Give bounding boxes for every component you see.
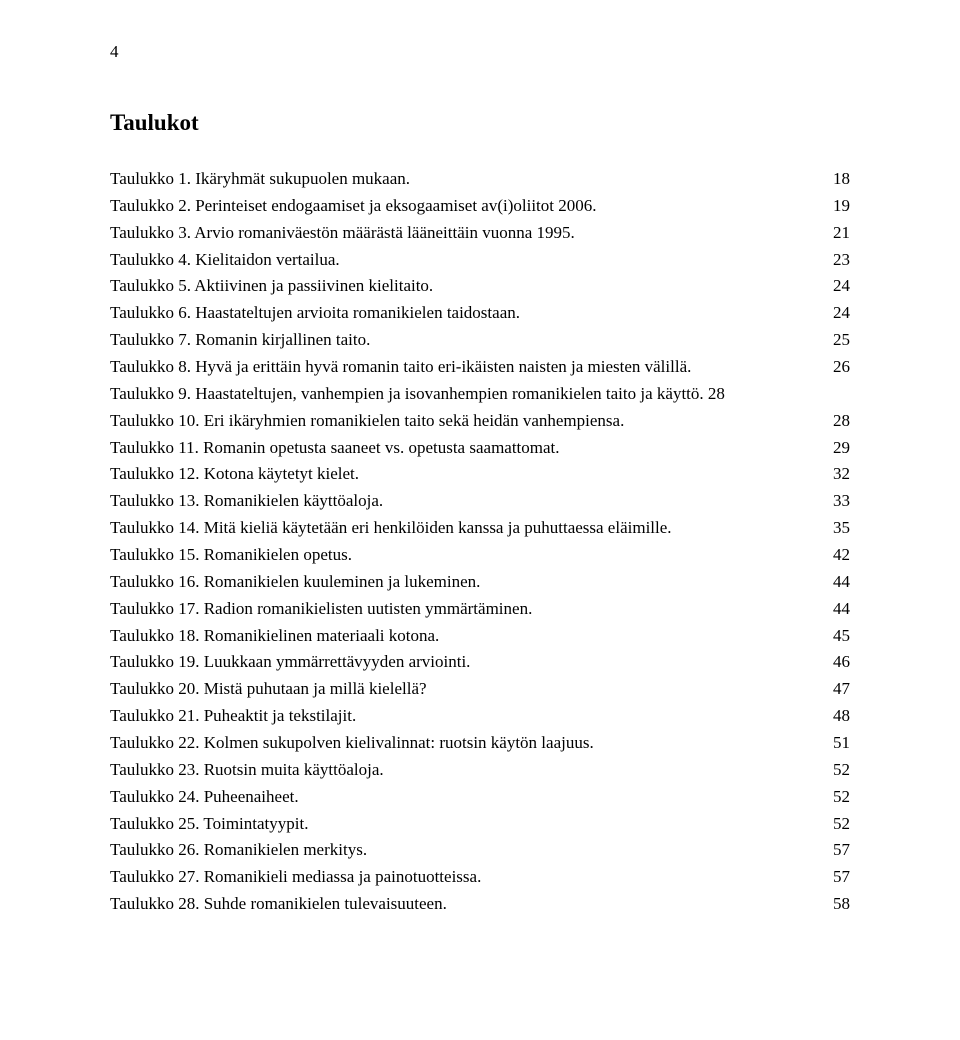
toc-entry: Taulukko 12. Kotona käytetyt kielet. 32 (110, 461, 850, 488)
toc-entry-page: 46 (833, 649, 850, 676)
toc-entry: Taulukko 26. Romanikielen merkitys. 57 (110, 837, 850, 864)
toc-entry-label: Taulukko 4. Kielitaidon vertailua. (110, 247, 340, 274)
toc-entry-label: Taulukko 21. Puheaktit ja tekstilajit. (110, 703, 356, 730)
toc-entry-label: Taulukko 6. Haastateltujen arvioita roma… (110, 300, 520, 327)
toc-entry-page: 52 (833, 757, 850, 784)
toc-entry: Taulukko 13. Romanikielen käyttöaloja. 33 (110, 488, 850, 515)
toc-entry-page: 44 (833, 596, 850, 623)
toc-entry-page: 42 (833, 542, 850, 569)
toc-entry: Taulukko 4. Kielitaidon vertailua. 23 (110, 247, 850, 274)
toc-entry: Taulukko 19. Luukkaan ymmärrettävyyden a… (110, 649, 850, 676)
toc-entry: Taulukko 24. Puheenaiheet. 52 (110, 784, 850, 811)
toc-entry: Taulukko 18. Romanikielinen materiaali k… (110, 623, 850, 650)
toc-entry-label: Taulukko 17. Radion romanikielisten uuti… (110, 596, 532, 623)
toc-entry-page: 23 (833, 247, 850, 274)
toc-entry: Taulukko 5. Aktiivinen ja passiivinen ki… (110, 273, 850, 300)
toc-entry-label: Taulukko 20. Mistä puhutaan ja millä kie… (110, 676, 427, 703)
toc-entry-label: Taulukko 23. Ruotsin muita käyttöaloja. (110, 757, 384, 784)
toc-entry-label: Taulukko 19. Luukkaan ymmärrettävyyden a… (110, 649, 470, 676)
toc-entry-page: 28 (833, 408, 850, 435)
toc-entry: Taulukko 14. Mitä kieliä käytetään eri h… (110, 515, 850, 542)
toc-entry-label: Taulukko 12. Kotona käytetyt kielet. (110, 461, 359, 488)
page-number: 4 (110, 42, 850, 62)
toc-entry-label: Taulukko 13. Romanikielen käyttöaloja. (110, 488, 383, 515)
toc-entry-page: 32 (833, 461, 850, 488)
toc-entry-page: 25 (833, 327, 850, 354)
toc-entry: Taulukko 3. Arvio romaniväestön määrästä… (110, 220, 850, 247)
toc-entry: Taulukko 28. Suhde romanikielen tulevais… (110, 891, 850, 918)
toc-entry-label: Taulukko 27. Romanikieli mediassa ja pai… (110, 864, 481, 891)
toc-entry: Taulukko 17. Radion romanikielisten uuti… (110, 596, 850, 623)
toc-entry-label: Taulukko 24. Puheenaiheet. (110, 784, 299, 811)
toc-heading: Taulukot (110, 110, 850, 136)
toc-entry-page: 35 (833, 515, 850, 542)
document-page: 4 Taulukot Taulukko 1. Ikäryhmät sukupuo… (0, 0, 960, 958)
toc-entry-page: 58 (833, 891, 850, 918)
toc-entry: Taulukko 27. Romanikieli mediassa ja pai… (110, 864, 850, 891)
toc-entry-page: 52 (833, 784, 850, 811)
toc-entry: Taulukko 21. Puheaktit ja tekstilajit. 48 (110, 703, 850, 730)
toc-entry-page: 57 (833, 837, 850, 864)
toc-entry-label: Taulukko 7. Romanin kirjallinen taito. (110, 327, 370, 354)
toc-entry-page: 19 (833, 193, 850, 220)
toc-entry: Taulukko 11. Romanin opetusta saaneet vs… (110, 435, 850, 462)
toc-entry-page: 51 (833, 730, 850, 757)
toc-entry-page: 48 (833, 703, 850, 730)
toc-entry: Taulukko 2. Perinteiset endogaamiset ja … (110, 193, 850, 220)
toc-entry-page: 24 (833, 273, 850, 300)
toc-entry-page: 47 (833, 676, 850, 703)
toc-entry: Taulukko 10. Eri ikäryhmien romanikielen… (110, 408, 850, 435)
toc-entry-page: 18 (833, 166, 850, 193)
toc-entry: Taulukko 16. Romanikielen kuuleminen ja … (110, 569, 850, 596)
toc-entry: Taulukko 7. Romanin kirjallinen taito. 25 (110, 327, 850, 354)
toc-entry-label: Taulukko 22. Kolmen sukupolven kielivali… (110, 730, 594, 757)
toc-entry: Taulukko 9. Haastateltujen, vanhempien j… (110, 381, 850, 408)
toc-entry-label: Taulukko 8. Hyvä ja erittäin hyvä romani… (110, 354, 691, 381)
toc-entry-page: 29 (833, 435, 850, 462)
toc-entry-label: Taulukko 11. Romanin opetusta saaneet vs… (110, 435, 560, 462)
toc-entry-label: Taulukko 28. Suhde romanikielen tulevais… (110, 891, 447, 918)
toc-entry-label: Taulukko 3. Arvio romaniväestön määrästä… (110, 220, 575, 247)
toc-entry-label: Taulukko 26. Romanikielen merkitys. (110, 837, 367, 864)
toc-entry: Taulukko 23. Ruotsin muita käyttöaloja. 5… (110, 757, 850, 784)
toc-entry: Taulukko 8. Hyvä ja erittäin hyvä romani… (110, 354, 850, 381)
toc-entry-page: 44 (833, 569, 850, 596)
toc-entry-page: 33 (833, 488, 850, 515)
toc-entry-label: Taulukko 5. Aktiivinen ja passiivinen ki… (110, 273, 433, 300)
toc-entry-page: 52 (833, 811, 850, 838)
toc-entry: Taulukko 22. Kolmen sukupolven kielivali… (110, 730, 850, 757)
toc-entry-page: 26 (833, 354, 850, 381)
toc-entry-label: Taulukko 25. Toimintatyypit. (110, 811, 308, 838)
toc-entry: Taulukko 6. Haastateltujen arvioita roma… (110, 300, 850, 327)
toc-entry-label: Taulukko 2. Perinteiset endogaamiset ja … (110, 193, 597, 220)
toc-entry-label: Taulukko 10. Eri ikäryhmien romanikielen… (110, 408, 624, 435)
toc-entry-page: 45 (833, 623, 850, 650)
toc-entry-page: 57 (833, 864, 850, 891)
toc-entry: Taulukko 1. Ikäryhmät sukupuolen mukaan.… (110, 166, 850, 193)
toc-entry: Taulukko 20. Mistä puhutaan ja millä kie… (110, 676, 850, 703)
toc-entry-label: Taulukko 1. Ikäryhmät sukupuolen mukaan. (110, 166, 410, 193)
toc-entry-page: 24 (833, 300, 850, 327)
toc-entry: Taulukko 15. Romanikielen opetus. 42 (110, 542, 850, 569)
toc-entry-label: Taulukko 16. Romanikielen kuuleminen ja … (110, 569, 480, 596)
toc-entry-label: Taulukko 18. Romanikielinen materiaali k… (110, 623, 439, 650)
toc-entry-page: 21 (833, 220, 850, 247)
table-of-tables: Taulukko 1. Ikäryhmät sukupuolen mukaan.… (110, 166, 850, 918)
toc-entry: Taulukko 25. Toimintatyypit. 52 (110, 811, 850, 838)
toc-entry-label: Taulukko 14. Mitä kieliä käytetään eri h… (110, 515, 672, 542)
toc-entry-label: Taulukko 15. Romanikielen opetus. (110, 542, 352, 569)
